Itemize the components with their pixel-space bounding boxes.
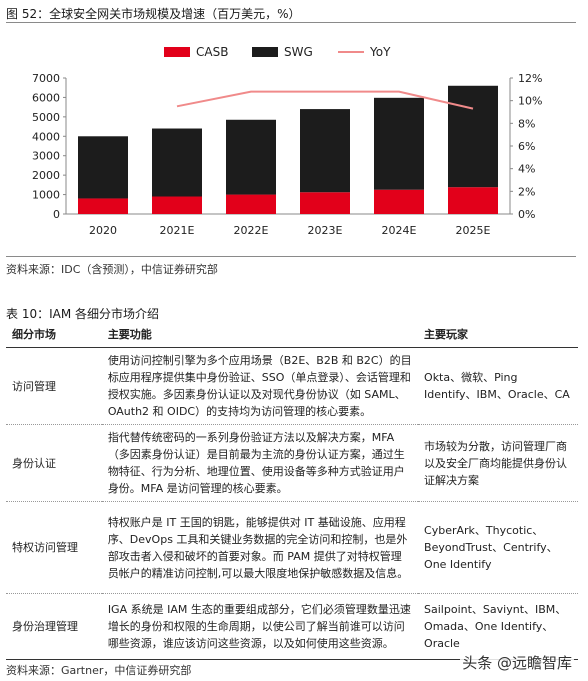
bar-swg (300, 109, 350, 193)
x-tick-label: 2020 (89, 224, 117, 237)
y-left-tick-label: 5000 (32, 111, 60, 124)
legend-swatch-swg (252, 47, 278, 57)
y-right-tick-label: 12% (518, 72, 542, 85)
cell-market: 访问管理 (6, 347, 102, 425)
table-row: 身份治理管理 IGA 系统是 IAM 生态的重要组成部分，它们必须管理数量迅速增… (6, 593, 578, 660)
cell-function: 指代替传统密码的一系列身份验证方法以及解决方案，MFA（多因素身份认证）是目前最… (101, 424, 419, 502)
cell-players: 市场较为分散，访问管理厂商以及安全厂商均能提供身份认证解决方案 (418, 424, 578, 502)
figure-source: 资料来源：IDC（含预测），中信证券研究部 (6, 263, 218, 276)
bar-casb (374, 189, 424, 214)
table-source: 资料来源：Gartner，中信证券研究部 (6, 664, 192, 677)
y-right-tick-label: 6% (518, 140, 535, 153)
bar-swg (152, 128, 202, 197)
y-right-tick-label: 4% (518, 163, 535, 176)
y-left-tick-label: 1000 (32, 189, 60, 202)
y-right-tick-label: 2% (518, 185, 535, 198)
cell-players: CyberArk、Thycotic、BeyondTrust、Centrify、O… (418, 501, 578, 594)
y-right-tick-label: 10% (518, 95, 542, 108)
cell-players: Sailpoint、Saviynt、IBM、Omada、One Identify… (418, 593, 578, 660)
x-tick-label: 2021E (160, 224, 195, 237)
cell-function: 使用访问控制引擎为多个应用场景（B2E、B2B 和 B2C）的目标应用程序提供集… (101, 347, 419, 425)
bar-casb (152, 196, 202, 214)
x-tick-label: 2023E (308, 224, 343, 237)
bar-swg (448, 85, 498, 188)
y-left-tick-label: 4000 (32, 130, 60, 143)
figure-title: 图 52：全球安全网关市场规模及增速（百万美元，%） (6, 7, 301, 21)
legend-label-yoy: YoY (369, 45, 391, 59)
y-left-tick-label: 2000 (32, 169, 60, 182)
bar-casb (300, 192, 350, 214)
figure-bottom-rule (6, 256, 576, 257)
table-row: 特权访问管理 特权账户是 IT 王国的钥匙，能够提供对 IT 基础设施、应用程序… (6, 501, 578, 594)
iam-segment-table: 细分市场 主要功能 主要玩家 访问管理 使用访问控制引擎为多个应用场景（B2E、… (6, 322, 578, 660)
bar-swg (78, 136, 128, 199)
watermark: 头条 @远瞻智库 (460, 652, 574, 673)
figure-top-rule (6, 22, 576, 23)
header-function: 主要功能 (101, 322, 419, 348)
legend-label-swg: SWG (284, 45, 313, 59)
y-right-tick-label: 8% (518, 117, 535, 130)
x-tick-label: 2025E (456, 224, 491, 237)
y-left-tick-label: 6000 (32, 91, 60, 104)
gateway-market-chart: 0 1000 2000 3000 4000 5000 6000 7000 0% 2% 4% 6% 8% 1… (32, 45, 542, 237)
bar-casb (448, 187, 498, 214)
cell-market: 身份认证 (6, 424, 102, 502)
table-title: 表 10：IAM 各细分市场介绍 (6, 307, 160, 321)
y-left-tick-label: 3000 (32, 150, 60, 163)
bar-swg (226, 119, 276, 195)
cell-function: 特权账户是 IT 王国的钥匙，能够提供对 IT 基础设施、应用程序、DevOps… (101, 501, 419, 594)
table-row: 访问管理 使用访问控制引擎为多个应用场景（B2E、B2B 和 B2C）的目标应用… (6, 347, 578, 425)
x-tick-label: 2022E (234, 224, 269, 237)
bar-casb (78, 198, 128, 214)
cell-players: Okta、微软、Ping Identify、IBM、Oracle、CA (418, 347, 578, 425)
y-left-tick-label: 7000 (32, 72, 60, 85)
bar-casb (226, 194, 276, 214)
cell-market: 特权访问管理 (6, 501, 102, 594)
bar-swg (374, 97, 424, 190)
y-right-tick-label: 0% (518, 208, 535, 221)
x-tick-label: 2024E (382, 224, 417, 237)
cell-function: IGA 系统是 IAM 生态的重要组成部分，它们必须管理数量迅速增长的身份和权限… (101, 593, 419, 660)
table-row: 身份认证 指代替传统密码的一系列身份验证方法以及解决方案，MFA（多因素身份认证… (6, 424, 578, 502)
cell-market: 身份治理管理 (6, 593, 102, 660)
header-market: 细分市场 (6, 322, 102, 348)
line-yoy (176, 90, 474, 110)
legend-label-casb: CASB (196, 45, 228, 59)
legend-swatch-casb (164, 47, 190, 57)
table-header-row: 细分市场 主要功能 主要玩家 (6, 322, 578, 348)
header-players: 主要玩家 (418, 322, 578, 348)
y-left-tick-label: 0 (53, 208, 60, 221)
